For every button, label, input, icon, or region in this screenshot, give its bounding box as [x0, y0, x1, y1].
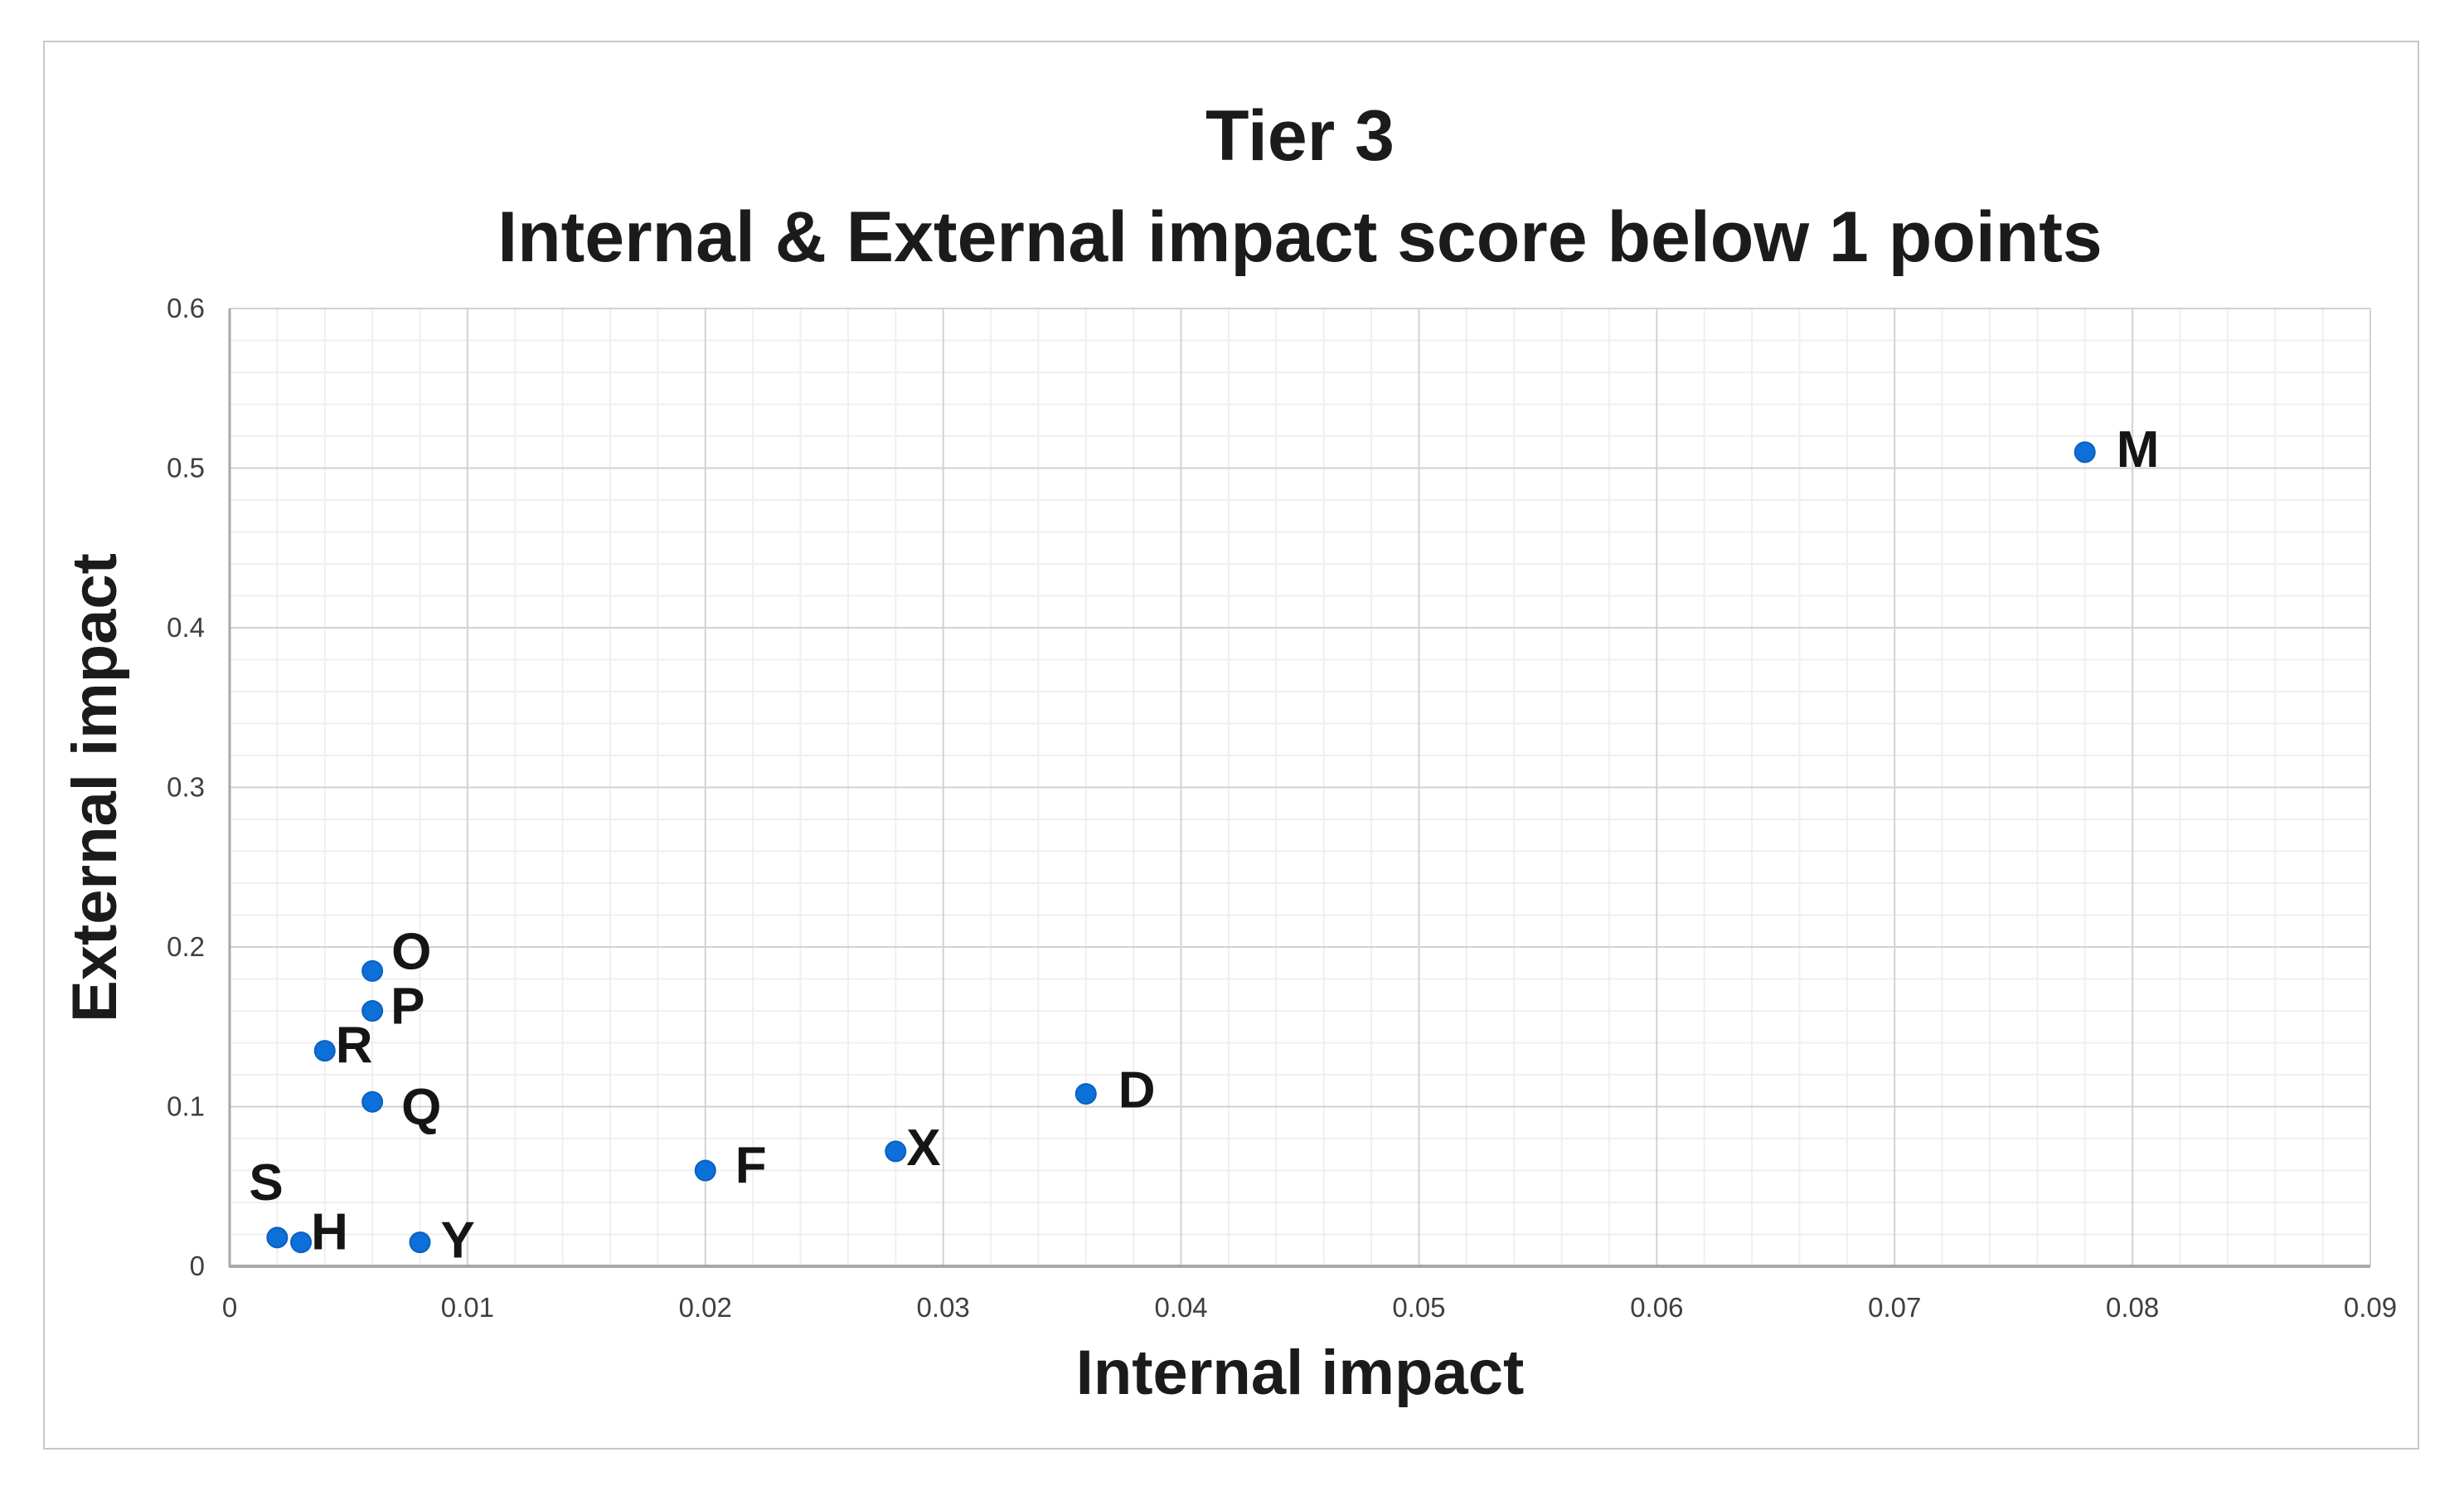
data-point-X: [885, 1140, 907, 1163]
data-point-label-X: X: [906, 1119, 940, 1177]
data-point-label-M: M: [2117, 421, 2160, 478]
y-tick-label: 0.4: [167, 612, 205, 643]
y-tick-label: 0.1: [167, 1091, 205, 1122]
data-point-Y: [409, 1231, 431, 1254]
x-tick-label: 0.05: [1392, 1292, 1445, 1323]
data-point-label-O: O: [391, 923, 431, 980]
x-tick-label: 0.04: [1154, 1292, 1207, 1323]
data-point-label-P: P: [390, 979, 424, 1036]
x-tick-label: 0.08: [2106, 1292, 2159, 1323]
y-tick-label: 0: [190, 1251, 205, 1281]
data-point-label-R: R: [336, 1017, 373, 1075]
chart-title: Tier 3: [1205, 96, 1394, 176]
data-point-label-S: S: [249, 1154, 283, 1212]
x-axis-title: Internal impact: [1075, 1338, 1525, 1408]
data-point-label-F: F: [735, 1137, 767, 1194]
chart-subtitle: Internal & External impact score below 1…: [497, 197, 2103, 277]
data-point-label-H: H: [311, 1204, 348, 1261]
y-tick-label: 0.5: [167, 453, 205, 483]
x-tick-label: 0.03: [917, 1292, 970, 1323]
data-point-M: [2074, 441, 2096, 464]
data-point-P: [361, 1000, 384, 1022]
x-tick-label: 0.02: [679, 1292, 732, 1323]
data-point-F: [694, 1159, 716, 1182]
data-point-R: [313, 1040, 336, 1062]
x-tick-label: 0: [222, 1292, 237, 1323]
y-axis-title: External impact: [60, 553, 130, 1022]
data-point-D: [1074, 1083, 1097, 1105]
x-tick-label: 0.06: [1630, 1292, 1683, 1323]
data-point-label-D: D: [1118, 1062, 1156, 1119]
data-point-Q: [361, 1090, 384, 1113]
y-tick-label: 0.3: [167, 772, 205, 803]
y-tick-label: 0.2: [167, 931, 205, 962]
title-block: Tier 3 Internal & External impact score …: [230, 85, 2370, 288]
data-point-label-Y: Y: [441, 1212, 475, 1270]
x-tick-label: 0.09: [2344, 1292, 2397, 1323]
data-point-label-Q: Q: [401, 1079, 441, 1136]
x-tick-label: 0.01: [441, 1292, 494, 1323]
chart-frame: [43, 41, 2419, 1450]
data-point-H: [290, 1231, 313, 1254]
y-tick-label: 0.6: [167, 293, 205, 323]
x-tick-label: 0.07: [1868, 1292, 1921, 1323]
data-point-S: [266, 1226, 289, 1249]
data-point-O: [361, 959, 384, 982]
